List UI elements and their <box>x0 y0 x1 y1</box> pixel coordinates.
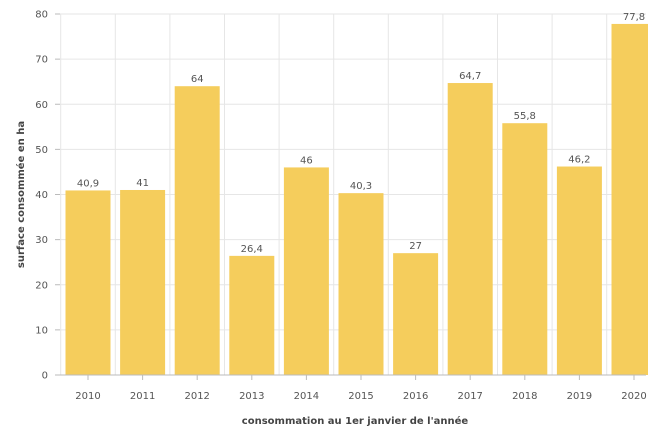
y-tick-label: 20 <box>35 280 48 291</box>
bar-value-label: 77,8 <box>623 12 645 23</box>
y-tick-label: 60 <box>35 100 48 111</box>
bar <box>66 190 111 375</box>
x-tick-label: 2019 <box>567 391 592 402</box>
bar <box>175 86 220 375</box>
x-tick-label: 2013 <box>239 391 264 402</box>
y-tick-label: 40 <box>35 190 48 201</box>
x-axis-ticks: 2010 2011 2012 2013 2014 2015 2016 2017 2018 2019… <box>75 375 646 402</box>
bar-value-label: 46,2 <box>568 155 590 166</box>
x-axis-title: consommation au 1er janvier de l'année <box>242 415 469 427</box>
bar-value-label: 26,4 <box>241 244 263 255</box>
x-tick-label: 2012 <box>184 391 209 402</box>
bar <box>393 253 438 375</box>
y-tick-label: 0 <box>42 371 48 382</box>
bar-value-label: 41 <box>136 178 149 189</box>
bar <box>284 167 329 375</box>
bar-value-label: 64,7 <box>459 71 481 82</box>
bar-value-label: 55,8 <box>514 111 536 122</box>
bar <box>448 83 493 375</box>
bar <box>612 24 648 375</box>
bar <box>557 167 602 375</box>
bar-value-label: 40,9 <box>77 178 99 189</box>
bar-value-label: 40,3 <box>350 181 372 192</box>
bar-value-label: 46 <box>300 155 313 166</box>
x-tick-label: 2015 <box>348 391 373 402</box>
x-tick-label: 2020 <box>621 391 646 402</box>
x-tick-label: 2011 <box>130 391 155 402</box>
bar <box>339 193 384 375</box>
bars <box>66 24 648 375</box>
x-tick-label: 2010 <box>75 391 100 402</box>
y-axis-title: surface consommée en ha <box>15 121 27 268</box>
bar <box>229 256 274 375</box>
y-tick-label: 10 <box>35 325 48 336</box>
y-tick-label: 70 <box>35 55 48 66</box>
y-tick-label: 80 <box>35 10 48 21</box>
y-tick-label: 30 <box>35 235 48 246</box>
x-tick-label: 2017 <box>457 391 482 402</box>
x-tick-label: 2018 <box>512 391 537 402</box>
x-tick-label: 2014 <box>294 391 319 402</box>
x-tick-label: 2016 <box>403 391 428 402</box>
bar-value-label: 64 <box>191 74 204 85</box>
y-axis-ticks: 0 10 20 30 40 50 60 70 80 <box>35 10 60 382</box>
bar-value-label: 27 <box>409 241 422 252</box>
y-tick-label: 50 <box>35 145 48 156</box>
bar <box>120 190 165 375</box>
bar <box>502 123 547 375</box>
